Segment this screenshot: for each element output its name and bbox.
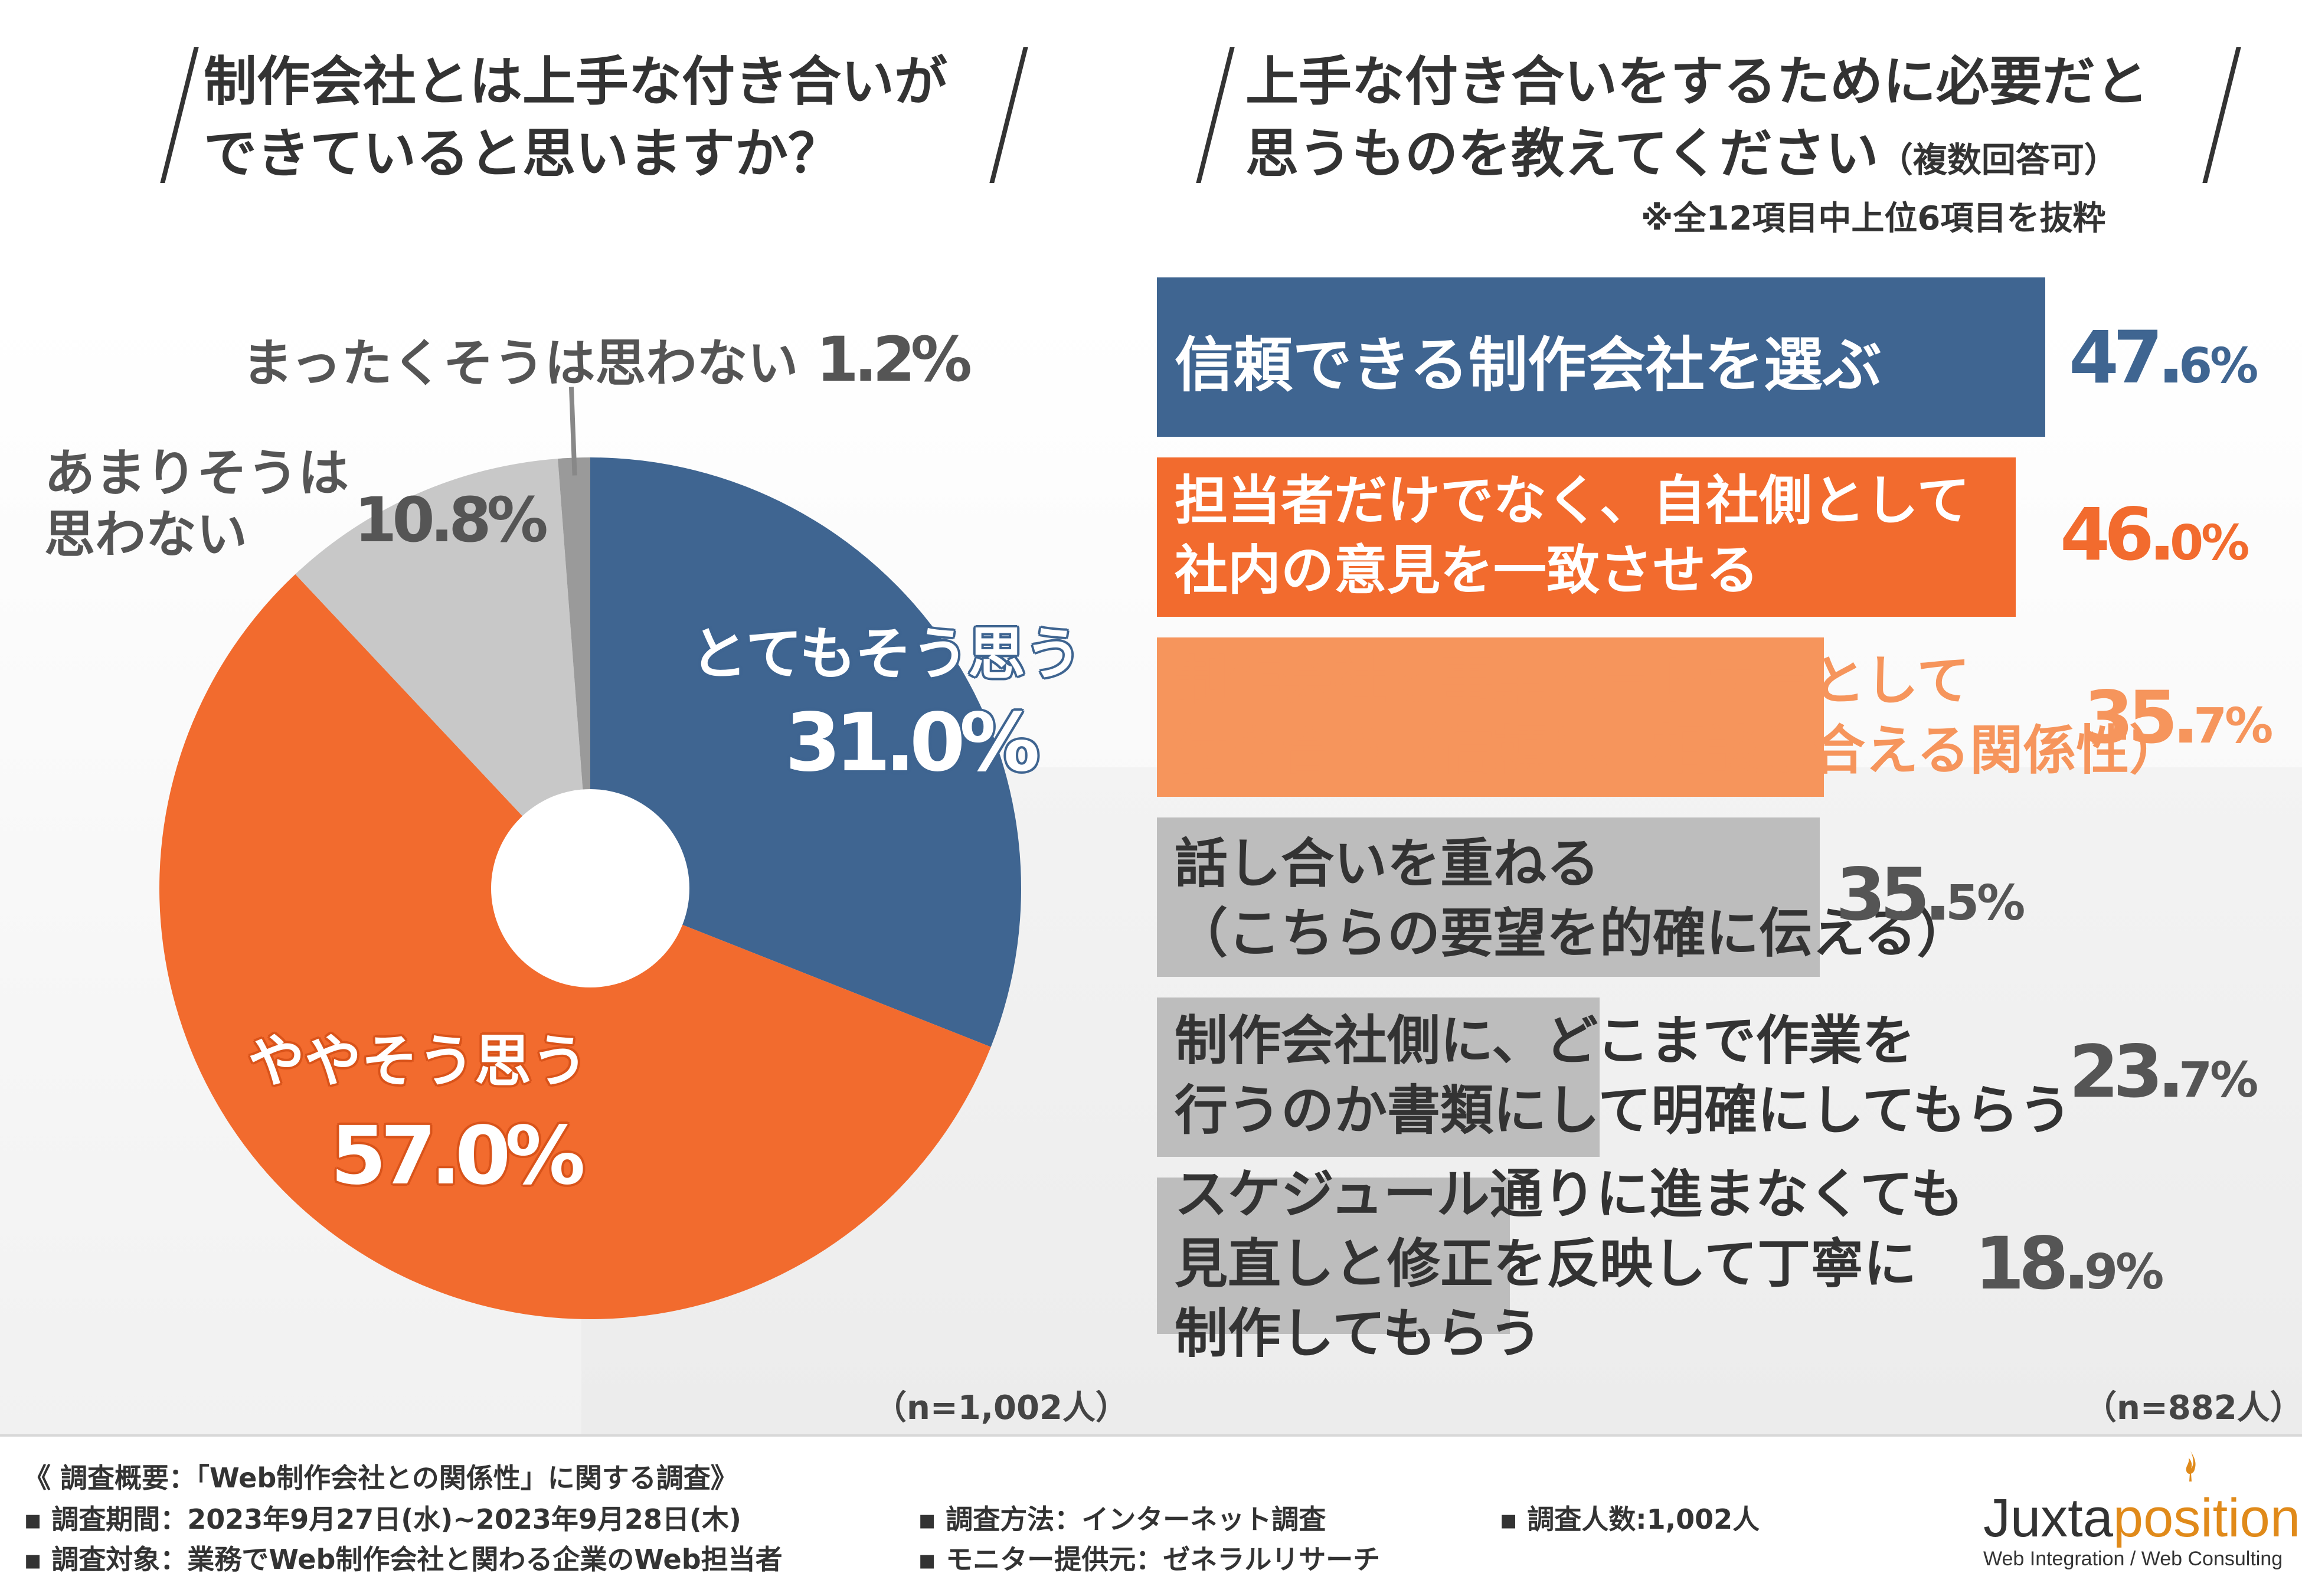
pie-slice-amari xyxy=(295,459,590,888)
bar-value-6-int: 18. xyxy=(1974,1222,2090,1306)
left-question-title: 制作会社とは上手な付き合いが できていると思いますか？ xyxy=(204,51,947,185)
pie-slice-totemo xyxy=(590,457,1021,1047)
bar-value-1-int: 47. xyxy=(2069,316,2185,400)
bar-5 xyxy=(1157,997,1600,1157)
pie-chart xyxy=(159,387,1021,1319)
bar-value-1: 47.6% xyxy=(2069,316,2258,400)
bar-label-1: 信頼できる制作会社を選ぶ xyxy=(1175,331,1882,400)
bar-value-2-int: 46. xyxy=(2060,493,2176,577)
pie-label-totemo: とてもそう思う xyxy=(691,621,1082,687)
left-n-label: （n=1,002人） xyxy=(874,1389,1129,1427)
right-question-text: 上手な付き合いをするために必要だと 思うものを教えてください xyxy=(1245,51,2149,185)
pie-value-totemo: 31.0% xyxy=(785,696,1040,790)
logo-part1: Juxta xyxy=(1983,1488,2113,1548)
pie-value-amari: 10.8% xyxy=(354,484,548,556)
bar-2 xyxy=(1157,457,2016,617)
bar-value-3-dec: 7% xyxy=(2193,698,2273,754)
logo-flame-icon xyxy=(2186,1451,2196,1481)
pie-leader-line xyxy=(568,387,577,476)
footer-period: ▪ 調査期間：2023年9月27日(水)~2023年9月28日(木) xyxy=(24,1503,741,1535)
pie-label-amari: あまりそうは思わない xyxy=(44,444,349,564)
footer-method: ▪ 調査方法：インターネット調査 xyxy=(918,1503,1326,1535)
bar-3 xyxy=(1157,637,1824,797)
bar-value-6: 18.9% xyxy=(1974,1222,2164,1306)
bar-value-4-dec: 5% xyxy=(1945,875,2025,931)
right-question-suffix: （複数回答可） xyxy=(1878,140,2118,180)
bar-value-4-int: 35. xyxy=(1836,853,1951,937)
pie-label-yaya: ややそう思う xyxy=(248,1028,588,1094)
bar-value-5-dec: 7% xyxy=(2179,1052,2258,1108)
bar-value-2-dec: 0% xyxy=(2170,515,2249,571)
bar-1 xyxy=(1157,277,2045,437)
pie-label-zenzen: まったくそうは思わない 1.2% xyxy=(242,322,972,395)
bar-label-2: 担当者だけでなく、自社側として 社内の意見を一致させる xyxy=(1175,470,1970,601)
footer xyxy=(0,1434,2302,1596)
footer-count: ▪ 調査人数:1,002人 xyxy=(1499,1503,1760,1535)
bar-value-4: 35.5% xyxy=(1836,853,2025,937)
bar-value-5: 23.7% xyxy=(2069,1030,2258,1114)
footer-summary: 《 調査概要：「Web制作会社との関係性」に関する調査》 xyxy=(24,1462,738,1494)
company-logo: Juxtaposition xyxy=(1983,1487,2300,1549)
bar-4 xyxy=(1157,817,1820,977)
logo-tagline: Web Integration / Web Consulting xyxy=(1983,1548,2283,1570)
bar-label-3: 制作会社と事業パートナーとして 付き合う（信頼し、相談し合える関係性） xyxy=(1175,650,2183,781)
bar-6 xyxy=(1157,1178,1510,1334)
right-question-title: 上手な付き合いをするために必要だと 思うものを教えてください（複数回答可） xyxy=(1245,46,2149,196)
bar-value-3-int: 35. xyxy=(2084,676,2199,760)
bar-value-5-int: 23. xyxy=(2069,1030,2185,1114)
logo-part2: position xyxy=(2113,1488,2301,1548)
pie-value-zenzen: 1.2% xyxy=(816,323,972,395)
right-n-label: （n=882人） xyxy=(2084,1389,2302,1427)
bar-value-2: 46.0% xyxy=(2060,493,2249,577)
pie-label-zenzen-text: まったくそうは思わない xyxy=(242,334,799,393)
pie-center-hole xyxy=(491,789,689,987)
pie-value-yaya: 57.0% xyxy=(331,1110,586,1203)
bar-value-1-dec: 6% xyxy=(2179,338,2258,394)
footer-provider: ▪ モニター提供元：ゼネラルリサーチ xyxy=(918,1543,1381,1575)
bar-value-3: 35.7% xyxy=(2084,676,2273,760)
bar-label-4: 話し合いを重ねる （こちらの要望を的確に伝える） xyxy=(1175,833,1970,964)
pie-slice-zenzen xyxy=(558,457,590,888)
bar-label-5: 制作会社側に、どこまで作業を 行うのか書類にして明確にしてもらう xyxy=(1175,1010,2072,1142)
bar-label-6: スケジュール通りに進まなくても 見直しと修正を反映して丁寧に 制作してもらう xyxy=(1175,1163,1964,1365)
bar-value-6-dec: 9% xyxy=(2084,1244,2164,1300)
footer-target: ▪ 調査対象：業務でWeb制作会社と関わる企業のWeb担当者 xyxy=(24,1543,783,1575)
right-note: ※全12項目中上位6項目を抜粋 xyxy=(1641,200,2106,238)
